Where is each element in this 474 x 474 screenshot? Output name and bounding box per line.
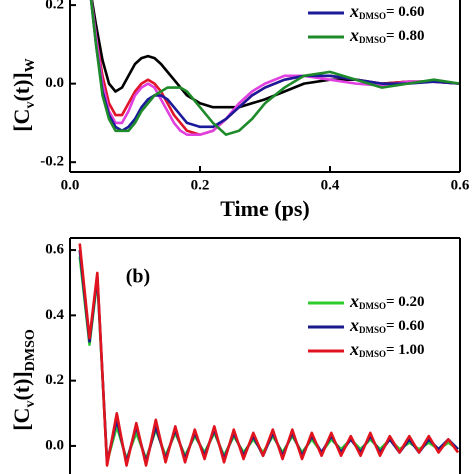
- y-tick-label: 0.0: [45, 75, 64, 91]
- legend-symbol: x: [349, 1, 359, 21]
- legend-symbol: x: [349, 25, 359, 45]
- panel-label: (b): [126, 266, 150, 288]
- x-tick-label: 0.6: [451, 177, 470, 193]
- plot-area: [89, 0, 460, 136]
- data-line: [90, 0, 460, 136]
- legend-symbol: x: [349, 339, 359, 359]
- x-tick-label: 0.2: [191, 177, 210, 193]
- y-tick-label: 0.4: [45, 307, 64, 323]
- legend-value: = 0.80: [386, 28, 425, 44]
- legend-symbol: x: [349, 315, 359, 335]
- y-axis-label-part: [C: [9, 408, 34, 431]
- legend-value: = 1.00: [386, 342, 425, 358]
- y-tick-label: 0.6: [45, 242, 64, 258]
- x-axis-label: Time (ps): [220, 196, 309, 221]
- legend-symbol: x: [349, 291, 359, 311]
- data-line: [78, 243, 460, 467]
- x-tick-label: 0.4: [321, 177, 340, 193]
- legend-label: xDMSO= 1.00: [349, 339, 425, 359]
- y-axis-label-part: (t)]: [9, 371, 34, 400]
- y-axis-label-subscript: v: [23, 401, 38, 408]
- y-axis-label-subscript: DMSO: [23, 329, 38, 371]
- y-tick-label: -0.2: [40, 154, 64, 170]
- legend-value: = 0.20: [386, 294, 425, 310]
- y-axis-label-subscript: W: [23, 58, 38, 72]
- legend-label: xDMSO= 0.80: [349, 25, 425, 45]
- y-axis-label-part: [C: [9, 109, 34, 132]
- y-axis-label-subscript: v: [23, 102, 38, 109]
- y-axis-label: [Cv(t)]DMSO: [9, 329, 38, 431]
- y-tick-label: 0.2: [45, 0, 64, 13]
- x-tick-label: 0.0: [61, 177, 80, 193]
- legend-subscript: DMSO: [359, 11, 386, 21]
- legend-subscript: DMSO: [359, 35, 386, 45]
- y-tick-label: 0.0: [45, 437, 64, 453]
- legend-subscript: DMSO: [359, 301, 386, 311]
- legend-value: = 0.60: [386, 318, 425, 334]
- legend-subscript: DMSO: [359, 349, 386, 359]
- legend-label: xDMSO= 0.60: [349, 315, 425, 335]
- y-axis-label-part: (t)]: [9, 72, 34, 101]
- y-tick-label: 0.2: [45, 372, 64, 388]
- plot-area: [78, 243, 460, 467]
- data-line: [89, 0, 460, 136]
- legend-value: = 0.60: [386, 4, 425, 20]
- legend-subscript: DMSO: [359, 325, 386, 335]
- legend-label: xDMSO= 0.20: [349, 291, 425, 311]
- y-axis-label: [Cv(t)]W: [9, 58, 38, 132]
- legend-label: xDMSO= 0.60: [349, 1, 425, 21]
